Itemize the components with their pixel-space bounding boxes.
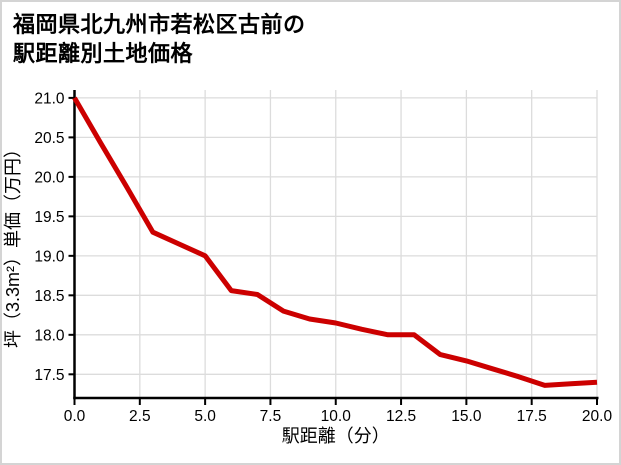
- y-tick-label: 21.0: [34, 90, 65, 107]
- price-line: [72, 96, 598, 388]
- x-tick-label: 2.5: [129, 408, 151, 425]
- y-tick-label: 19.5: [34, 209, 64, 226]
- x-tick-label: 5.0: [194, 408, 216, 425]
- x-tick-label: 10.0: [321, 408, 352, 425]
- x-tick-label: 12.5: [386, 408, 416, 425]
- y-tick-label: 18.5: [34, 288, 64, 305]
- x-tick-label: 17.5: [517, 408, 547, 425]
- chart-title-line2: 駅距離別土地価格: [13, 41, 194, 66]
- y-tick-label: 20.0: [34, 169, 65, 186]
- y-tick-label: 17.5: [34, 367, 64, 384]
- chart-title-line1: 福岡県北九州市若松区古前の: [13, 12, 306, 37]
- y-tick-label: 18.0: [34, 327, 65, 344]
- x-tick-label: 0.0: [64, 408, 86, 425]
- y-tick-label: 20.5: [34, 130, 64, 147]
- x-tick-label: 7.5: [260, 408, 282, 425]
- chart-title: 福岡県北九州市若松区古前の 駅距離別土地価格: [13, 10, 306, 68]
- y-axis-title: 坪（3.3m²）単価（万円）: [3, 140, 23, 348]
- y-tick-label: 19.0: [34, 248, 65, 265]
- x-tick-label: 20.0: [582, 408, 613, 425]
- x-tick-label: 15.0: [451, 408, 482, 425]
- x-axis-title: 駅距離（分）: [282, 426, 390, 446]
